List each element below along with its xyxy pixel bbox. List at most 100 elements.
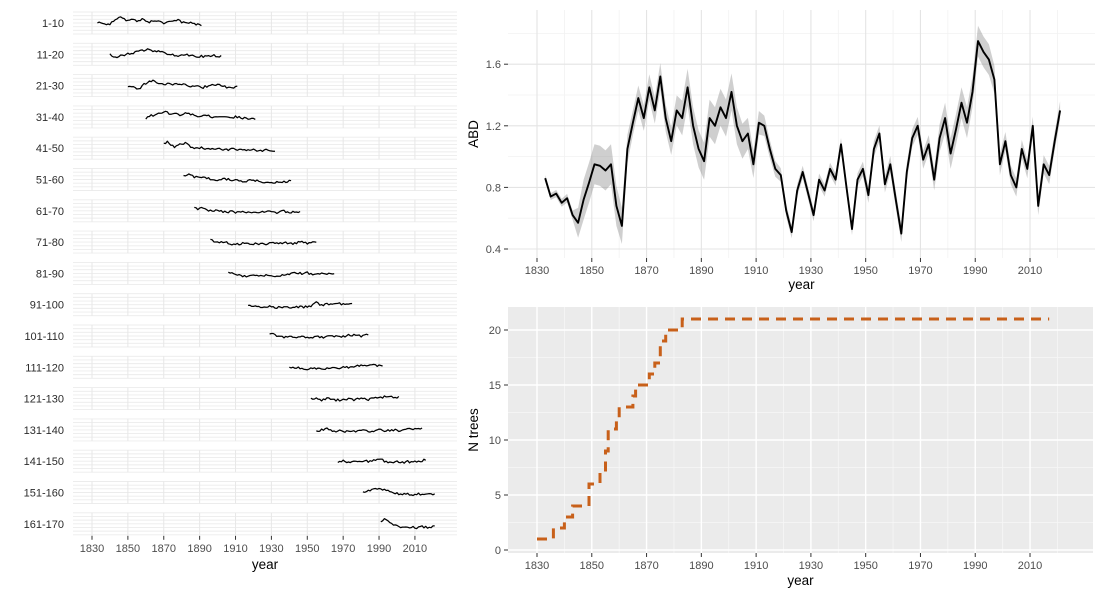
facet-row-label: 11-20 [37,49,64,61]
x-tick-label: 1830 [525,265,549,277]
facet-row-label: 31-40 [36,112,64,124]
cohort-series-line [183,173,292,184]
cohort-series-line [316,427,423,433]
x-tick-label: 2010 [1018,265,1042,277]
y-tick-label: 0 [495,545,501,557]
x-tick-label: 1970 [908,560,932,572]
facet-strip: 21-30 [36,74,457,98]
cohort-series-line [210,238,317,246]
y-tick-label: 1.6 [486,59,501,71]
x-tick-label: 1990 [963,265,987,277]
facet-row-label: 161-170 [24,519,64,531]
x-tick-label: 1930 [799,560,823,572]
x-tick-label: 1850 [116,543,140,555]
x-tick-label: 1890 [689,560,713,572]
x-tick-label: 1870 [634,265,658,277]
x-tick-label: 1990 [367,543,391,555]
facet-row-label: 41-50 [36,143,64,155]
x-tick-label: 1970 [331,543,355,555]
y-tick-label: 1.2 [486,121,501,133]
y-axis-title: ABD [466,120,481,148]
cohort-series-line [145,110,256,120]
facet-strip: 121-130 [24,387,457,411]
x-tick-label: 1910 [744,560,768,572]
facet-strip: 161-170 [24,512,457,536]
facet-strip: 141-150 [24,449,457,473]
facet-row-label: 131-140 [24,425,64,437]
x-tick-label: 1910 [223,543,247,555]
facet-row-label: 71-80 [36,237,64,249]
y-tick-label: 0.4 [486,244,501,256]
x-tick-label: 1930 [799,265,823,277]
x-tick-label: 1950 [295,543,319,555]
x-tick-label: 1870 [152,543,176,555]
facet-row-label: 21-30 [36,81,64,93]
facet-row-label: 121-130 [24,394,64,406]
cohort-series-line [194,206,301,215]
facet-strip: 151-160 [24,481,457,504]
facet-strip: 1-10 [42,11,457,35]
y-tick-label: 5 [495,490,501,502]
y-tick-label: 15 [489,380,501,392]
x-tick-label: 1990 [963,560,987,572]
x-axis-title: year [788,277,815,292]
x-tick-label: 1970 [908,265,932,277]
x-tick-label: 2010 [1018,560,1042,572]
facet-row-label: 1-10 [42,18,64,30]
x-tick-label: 1910 [744,265,768,277]
cohort-series-line [97,16,202,27]
cohort-series-line [228,271,335,278]
cohort-series-line [127,79,238,90]
x-tick-label: 1950 [853,265,877,277]
cohort-series-line [289,363,383,371]
y-axis-title: N trees [466,408,481,452]
facet-strip: 51-60 [36,168,457,191]
abd-series-line [544,40,1062,235]
confidence-ribbon [545,25,1061,245]
facet-strip: 61-70 [36,199,457,223]
facet-row-label: 81-90 [36,268,64,280]
facet-row-label: 61-70 [36,206,64,218]
facet-strip: 11-20 [37,42,457,66]
facet-row-label: 151-160 [24,488,64,500]
facet-row-label: 51-60 [36,175,64,187]
cohort-series-line [337,458,427,464]
x-axis-title: year [787,573,814,588]
x-tick-label: 1890 [689,265,713,277]
facet-strip: 41-50 [36,136,457,160]
x-tick-label: 1870 [634,560,658,572]
cohort-series-line [163,140,276,153]
x-tick-label: 1950 [853,560,877,572]
cohort-series-line [362,487,436,497]
facet-row-label: 141-150 [24,456,64,468]
ntrees-step-line [537,317,1050,541]
cohort-series-line [269,332,369,339]
x-tick-label: 1830 [80,543,104,555]
x-tick-label: 1850 [580,265,604,277]
facet-row-label: 111-120 [25,362,64,374]
facet-strip: 101-110 [24,324,457,348]
facet-strip: 31-40 [36,105,457,129]
cohort-series-line [109,48,222,59]
x-tick-label: 2010 [403,543,427,555]
y-tick-label: 10 [489,435,501,447]
y-tick-label: 20 [489,325,501,337]
facet-strip: 131-140 [24,418,457,442]
facet-strip: 111-120 [25,355,457,379]
cohort-series-line [380,517,435,530]
ntrees-panel: 0 5 10 15 20 1830 1850 1870 1890 1910 1930 1950 1970… [466,307,1093,588]
abd-panel: 0.4 0.8 1.2 1.6 1830 1850 1870 1890 1910 1930 1950… [466,10,1095,292]
cohort-series-line [248,301,353,310]
facet-row-label: 101-110 [24,331,64,343]
x-tick-label: 1930 [259,543,283,555]
y-tick-label: 0.8 [486,182,501,194]
x-tick-label: 1890 [187,543,211,555]
x-tick-label: 1850 [580,560,604,572]
facet-strip: 81-90 [36,261,457,285]
facet-row-label: 91-100 [30,300,64,312]
facet-strip: 71-80 [36,230,457,254]
cohort-facet-panel: 1-10 11-20 21-30 31-40 41-50 51-60 61-70 71-80 8… [24,11,457,572]
x-axis-title: year [252,557,279,572]
